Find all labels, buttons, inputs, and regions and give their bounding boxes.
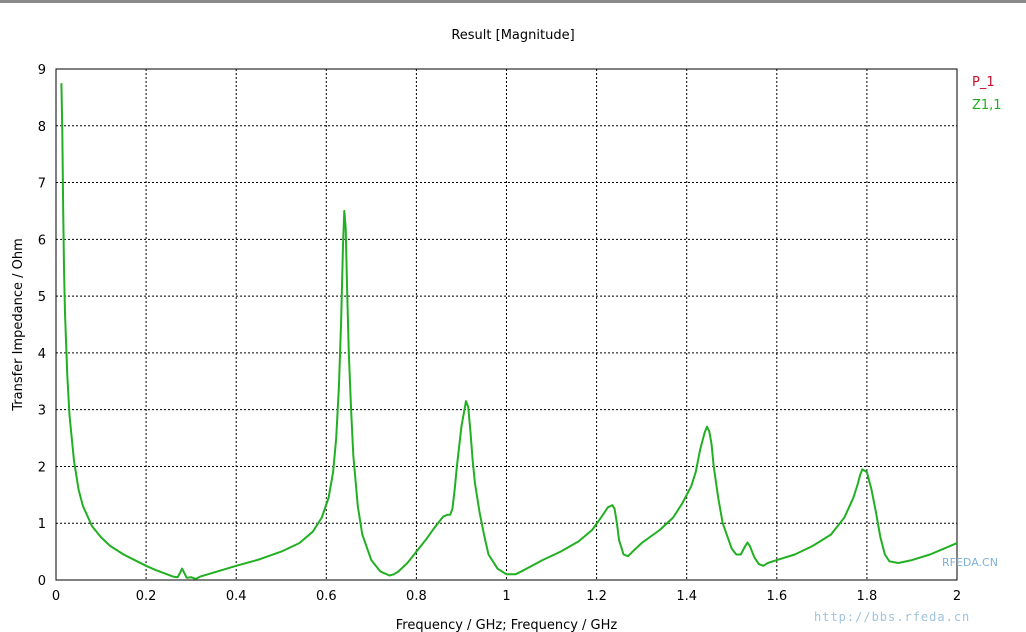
- x-tick-label: 0.2: [136, 589, 157, 604]
- series-layer: [60, 83, 958, 580]
- x-tick-label: 0.4: [226, 589, 247, 604]
- x-tick-label: 1: [502, 589, 510, 604]
- y-tick-label: 8: [38, 120, 46, 135]
- chart-title: Result [Magnitude]: [451, 28, 575, 43]
- watermark-brand: RFEDA.CN: [942, 556, 998, 569]
- x-tick-label: 0.6: [316, 589, 337, 604]
- y-tick-label: 5: [38, 290, 46, 305]
- legend-label-z11: Z1,1: [972, 98, 1002, 113]
- y-tick-label: 1: [38, 517, 46, 532]
- y-tick-label: 3: [38, 404, 46, 419]
- y-axis-label: Transfer Impedance / Ohm: [11, 238, 26, 412]
- legend-label-p1: P_1: [972, 75, 995, 90]
- x-tick-label: 0.8: [406, 589, 427, 604]
- y-tick-labels: 0 1 2 3 4 5 6 7 8 9: [38, 63, 46, 589]
- y-tick-label: 6: [38, 233, 46, 248]
- x-tick-label: 0: [52, 589, 60, 604]
- legend-item-p1[interactable]: P_1: [972, 75, 995, 90]
- y-tick-label: 7: [38, 177, 46, 192]
- x-tick-label: 1.4: [676, 589, 697, 604]
- x-tick-label: 2: [953, 589, 961, 604]
- x-tick-labels: 0 0.2 0.4 0.6 0.8 1 1.2 1.4 1.6 1.8 2: [52, 589, 961, 604]
- x-tick-label: 1.2: [586, 589, 607, 604]
- x-tick-label: 1.6: [766, 589, 787, 604]
- plot-area-frame: [55, 68, 958, 581]
- x-tick-label: 1.8: [857, 589, 878, 604]
- legend-item-z11[interactable]: Z1,1: [972, 98, 1002, 113]
- window-top-border: [0, 0, 1026, 3]
- x-axis-label: Frequency / GHz; Frequency / GHz: [396, 618, 618, 632]
- grid: [56, 69, 957, 580]
- watermark-site-url: http://bbs.rfeda.cn: [814, 610, 971, 624]
- series-line-z11: [60, 83, 958, 580]
- y-tick-label: 0: [38, 574, 46, 589]
- y-tick-label: 4: [38, 347, 46, 362]
- y-tick-label: 9: [38, 63, 46, 78]
- y-tick-label: 2: [38, 460, 46, 475]
